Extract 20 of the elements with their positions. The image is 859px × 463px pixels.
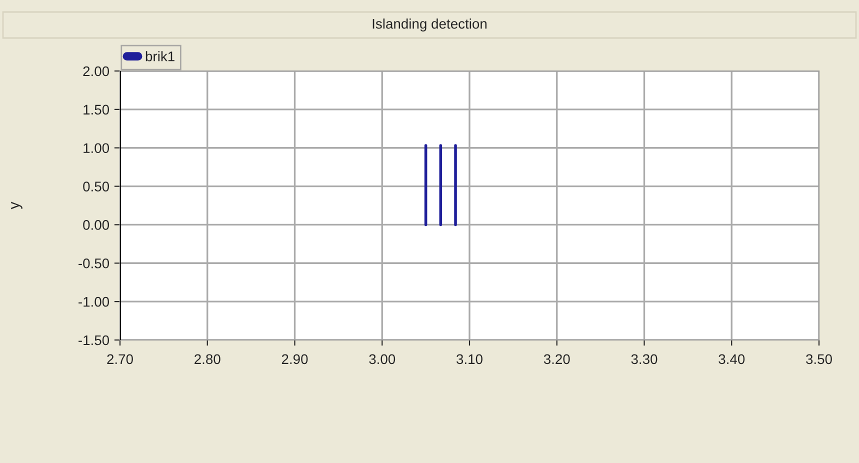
y-tick-label: 1.00 (84, 143, 110, 154)
y-tick-label: 1.50 (84, 104, 110, 115)
chart-title: Islanding detection (372, 18, 487, 32)
y-axis-title: y (11, 202, 22, 210)
legend-label: brik1 (146, 51, 174, 62)
x-tick-label: 3.30 (631, 354, 658, 364)
x-tick-label: 3.20 (544, 354, 570, 364)
y-tick-label: 0.00 (83, 220, 110, 230)
y-tick-label: 2.00 (83, 66, 110, 76)
x-tick-label: 2.90 (282, 354, 308, 364)
x-tick-label: 2.80 (194, 354, 220, 364)
x-tick-label: 3.50 (806, 354, 832, 364)
x-tick-label: 3.00 (369, 354, 396, 364)
y-tick-label: 0.50 (83, 182, 110, 192)
y-tick-label: -0.50 (78, 258, 110, 268)
y-tick-label: -1.50 (78, 335, 110, 346)
y-tick-label: -1.00 (78, 296, 110, 307)
x-tick-label: 3.40 (718, 354, 745, 364)
x-tick-label: 3.10 (456, 354, 482, 364)
x-tick-label: 2.70 (107, 354, 133, 364)
